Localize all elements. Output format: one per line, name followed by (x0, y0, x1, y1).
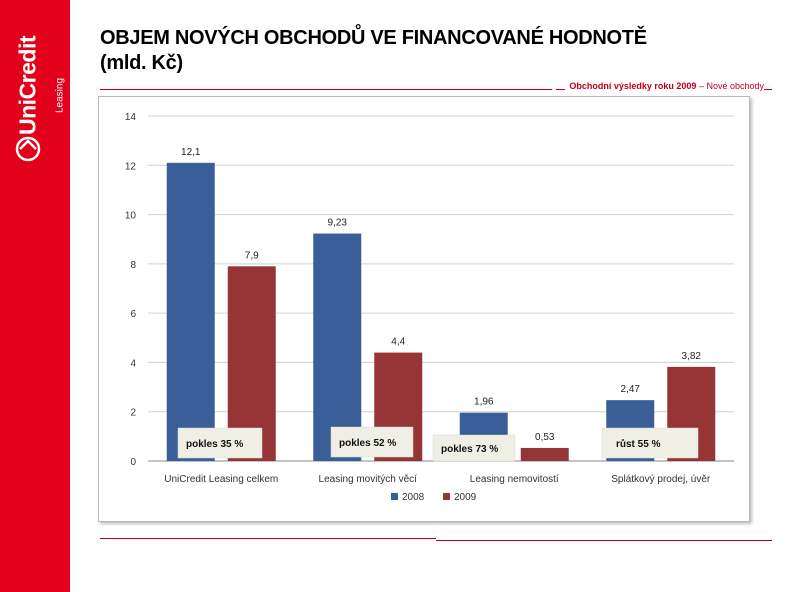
change-callout-text: růst 55 % (616, 438, 661, 450)
change-callout-text: pokles 35 % (186, 439, 243, 450)
footer-rule-right (436, 540, 772, 541)
x-category-label: Splátkový prodej, úvěr (611, 474, 711, 485)
footer-rule-left (100, 538, 436, 539)
unicredit-mark-icon (15, 136, 41, 162)
change-callout-box (432, 434, 516, 462)
slide-title: OBJEM NOVÝCH OBCHODŮ VE FINANCOVANÉ HODN… (100, 26, 647, 76)
header-note: Obchodní výsledky roku 2009 – Nové obcho… (565, 81, 764, 91)
bar-value-label: 0,53 (535, 432, 555, 443)
logo-sub-text: Leasing (54, 77, 66, 114)
change-callout-box (601, 427, 699, 459)
bar-2009 (520, 447, 569, 461)
y-tick-label: 4 (130, 358, 136, 369)
header-rule-left (100, 89, 552, 90)
header-note-bold: Obchodní výsledky roku 2009 (569, 81, 697, 91)
bar-value-label: 3,82 (682, 351, 702, 362)
header-note-rest: – Nové obchody (696, 81, 764, 91)
change-callout-box (330, 426, 414, 458)
bar-value-label: 7,9 (245, 250, 259, 261)
title-line-1: OBJEM NOVÝCH OBCHODŮ VE FINANCOVANÉ HODN… (100, 27, 647, 49)
y-tick-label: 2 (130, 408, 136, 419)
title-line-2: (mld. Kč) (100, 52, 183, 74)
y-tick-label: 8 (130, 260, 136, 271)
bar-value-label: 1,96 (474, 397, 494, 408)
y-tick-label: 12 (125, 161, 137, 172)
x-category-label: Leasing movitých věcí (319, 474, 418, 485)
x-category-label: UniCredit Leasing celkem (164, 474, 278, 485)
unicredit-logo: UniCredit Leasing (12, 20, 66, 162)
y-tick-label: 6 (130, 309, 136, 320)
brand-sidebar: UniCredit Leasing (0, 0, 70, 592)
change-callout-text: pokles 73 % (441, 444, 498, 455)
logo-brand-text: UniCredit (14, 36, 41, 135)
x-category-label: Leasing nemovitostí (470, 474, 559, 485)
change-callout-text: pokles 52 % (339, 438, 396, 449)
y-tick-label: 0 (130, 457, 136, 468)
bar-2008 (313, 233, 362, 461)
legend-label: 2009 (454, 492, 477, 503)
legend-swatch-2009 (443, 493, 450, 500)
change-callout-box (177, 427, 263, 459)
bar-value-label: 9,23 (328, 218, 348, 229)
bar-value-label: 4,4 (391, 337, 405, 348)
chart-frame: 0 2 4 6 8 10 12 14 12,1 7,9 UniCredit Leasing celk… (98, 96, 750, 522)
bar-value-label: 2,47 (621, 384, 641, 395)
bar-value-label: 12,1 (181, 147, 201, 158)
bar-2008 (166, 162, 215, 462)
legend-label: 2008 (402, 492, 425, 503)
y-tick-label: 10 (125, 211, 137, 222)
y-tick-label: 14 (125, 112, 137, 123)
bar-chart: 0 2 4 6 8 10 12 14 12,1 7,9 UniCredit Leasing celk… (125, 112, 734, 503)
legend-swatch-2008 (391, 493, 398, 500)
